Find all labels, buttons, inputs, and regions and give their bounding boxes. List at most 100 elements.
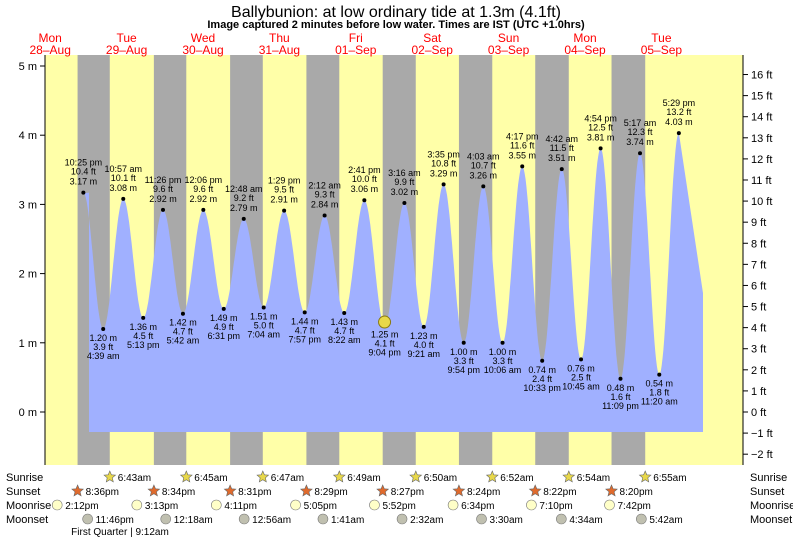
- extreme-point: [342, 311, 347, 316]
- low-ft-label: 3.3 ft: [493, 356, 514, 366]
- low-time-label: 9:21 am: [407, 349, 440, 359]
- right-tick-label: −1 ft: [751, 428, 773, 440]
- day-date: 28–Aug: [30, 43, 71, 57]
- right-tick-label: 9 ft: [751, 217, 766, 229]
- day-band: [45, 55, 78, 465]
- astro-star-icon: [376, 484, 390, 497]
- astro-moon-icon: [476, 513, 487, 525]
- high-ft-label: 9.3 ft: [315, 189, 336, 199]
- high-time-label: 10:25 pm: [65, 158, 103, 168]
- right-tick-label: 14 ft: [751, 112, 772, 124]
- row-label-right: Moonset: [750, 514, 792, 526]
- astro-time-label: 12:18am: [174, 515, 213, 526]
- right-tick-label: 3 ft: [751, 344, 766, 356]
- low-m-label: 1.23 m: [410, 331, 438, 341]
- day-name: Tue: [116, 31, 137, 45]
- astro-moon-icon: [290, 499, 301, 511]
- low-ft-label: 4.7 ft: [334, 326, 355, 336]
- low-m-label: 0.76 m: [567, 363, 595, 373]
- left-tick-label: 3 m: [19, 199, 37, 211]
- high-m-label: 2.92 m: [149, 194, 177, 204]
- astro-time-label: 8:24pm: [467, 487, 500, 498]
- low-ft-label: 4.0 ft: [414, 340, 435, 350]
- low-ft-label: 4.7 ft: [173, 327, 194, 337]
- chart-title: Ballybunion: at low ordinary tide at 1.3…: [231, 4, 561, 21]
- astro-star-icon: [638, 470, 652, 483]
- astro-moon-icon: [526, 499, 537, 511]
- high-m-label: 3.55 m: [508, 150, 536, 160]
- day-date: 01–Sep: [335, 43, 377, 57]
- astro-time-label: 8:34pm: [162, 487, 195, 498]
- low-m-label: 1.51 m: [250, 312, 278, 322]
- high-m-label: 3.17 m: [70, 177, 98, 187]
- high-m-label: 2.91 m: [270, 195, 298, 205]
- astro-moon-icon: [556, 513, 567, 525]
- row-label-left: Moonset: [6, 514, 48, 526]
- extreme-point: [638, 151, 643, 156]
- chart-subtitle: Image captured 2 minutes before low wate…: [207, 19, 585, 31]
- low-time-label: 11:09 pm: [602, 401, 639, 411]
- high-time-label: 2:12 am: [308, 180, 341, 190]
- row-label-left: Sunrise: [6, 472, 43, 484]
- astro-rows: Sunrise Sunrise 6:43am 6:45am 6:47am 6:49am 6:…: [6, 470, 793, 538]
- high-ft-label: 9.6 ft: [153, 184, 174, 194]
- astro-time-label: 4:34am: [569, 515, 602, 526]
- astro-time-label: 8:27pm: [391, 487, 424, 498]
- astro-star-icon: [528, 484, 542, 497]
- high-m-label: 3.26 m: [470, 170, 498, 180]
- astro-time-label: 1:41am: [331, 515, 364, 526]
- high-ft-label: 10.7 ft: [471, 160, 497, 170]
- row-label-left: Moonrise: [6, 500, 51, 512]
- extreme-point: [221, 306, 226, 311]
- day-header: Mon28–AugTue29–AugWed30–AugThu31–AugFri0…: [30, 31, 683, 57]
- extreme-point: [180, 311, 185, 316]
- high-m-label: 4.03 m: [665, 117, 693, 127]
- low-ft-label: 4.5 ft: [133, 331, 154, 341]
- high-time-label: 12:06 pm: [185, 175, 223, 185]
- low-time-label: 4:39 am: [87, 351, 120, 361]
- right-tick-label: 12 ft: [751, 154, 772, 166]
- extreme-point: [362, 198, 367, 203]
- astro-time-label: 7:42pm: [618, 501, 651, 512]
- high-time-label: 4:42 am: [545, 134, 578, 144]
- low-time-label: 7:57 pm: [288, 334, 321, 344]
- astro-star-icon: [332, 470, 346, 483]
- low-m-label: 1.44 m: [291, 316, 319, 326]
- low-m-label: 1.25 m: [371, 330, 399, 340]
- astro-time-label: 4:11pm: [224, 501, 257, 512]
- extreme-point: [676, 131, 681, 136]
- extreme-point: [598, 146, 603, 151]
- low-ft-label: 4.9 ft: [214, 322, 235, 332]
- high-ft-label: 9.5 ft: [274, 185, 295, 195]
- extreme-point: [101, 326, 106, 331]
- extreme-point: [241, 216, 246, 221]
- high-ft-label: 11.5 ft: [550, 143, 575, 153]
- right-tick-label: 4 ft: [751, 323, 766, 335]
- low-m-label: 1.43 m: [330, 317, 358, 327]
- low-m-label: 1.00 m: [489, 347, 517, 357]
- low-ft-label: 1.8 ft: [649, 388, 670, 398]
- high-time-label: 3:16 am: [388, 168, 421, 178]
- day-date: 02–Sep: [412, 43, 454, 57]
- day-date: 30–Aug: [182, 43, 223, 57]
- astro-moon-icon: [317, 513, 329, 525]
- astro-time-label: 8:20pm: [620, 487, 653, 498]
- high-ft-label: 9.2 ft: [234, 193, 255, 203]
- astro-moon-icon: [636, 513, 647, 525]
- high-ft-label: 13.2 ft: [666, 107, 692, 117]
- row-label-right: Sunrise: [750, 472, 787, 484]
- astro-moon-icon: [51, 499, 63, 511]
- high-m-label: 3.74 m: [626, 137, 654, 147]
- low-ft-label: 2.4 ft: [532, 374, 553, 384]
- day-name: Thu: [269, 31, 290, 45]
- extreme-point: [441, 182, 446, 187]
- astro-moon-icon: [238, 513, 250, 525]
- astro-moon-icon: [82, 513, 93, 525]
- right-tick-label: 6 ft: [751, 280, 766, 292]
- astro-time-label: 6:49am: [347, 473, 380, 484]
- right-tick-label: 8 ft: [751, 238, 766, 250]
- extreme-point: [559, 167, 564, 172]
- high-ft-label: 12.3 ft: [628, 127, 654, 137]
- extreme-point: [302, 310, 307, 315]
